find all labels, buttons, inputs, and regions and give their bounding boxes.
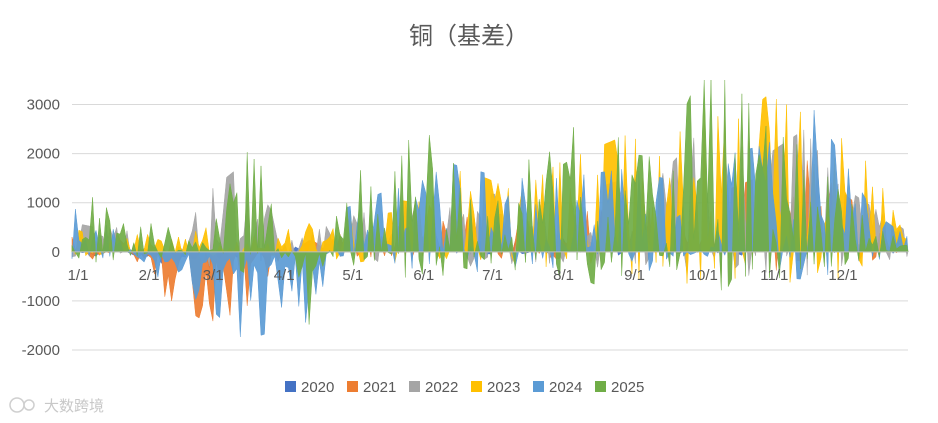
y-tick-label: 1000 (27, 195, 60, 212)
y-tick-label: 3000 (27, 97, 60, 114)
x-tick-label: 1/1 (68, 267, 89, 284)
series-area-2025 (71, 79, 909, 325)
x-tick-label: 5/1 (342, 267, 363, 284)
y-tick-label: -2000 (22, 342, 60, 359)
x-tick-label: 8/1 (553, 267, 574, 284)
watermark: 大数跨境 (9, 397, 104, 415)
legend-swatch-2025 (595, 381, 606, 392)
x-tick-label: 2/1 (139, 267, 160, 284)
series-area-2024 (71, 110, 909, 338)
legend-label-2024: 2024 (549, 379, 582, 396)
legend: 2020 2021 2022 2023 2024 2025 (285, 379, 644, 396)
legend-swatch-2020 (285, 381, 296, 392)
legend-label-2022: 2022 (425, 379, 458, 396)
y-tick-label: 0 (52, 244, 60, 261)
x-tick-label: 11/1 (760, 267, 788, 284)
x-tick-label: 10/1 (689, 267, 718, 284)
watermark-logo-icon (9, 397, 35, 413)
chart-title: 铜（基差） (409, 22, 529, 50)
x-tick-label: 4/1 (274, 267, 295, 284)
x-tick-label: 7/1 (482, 267, 503, 284)
legend-label-2021: 2021 (363, 379, 396, 396)
legend-label-2023: 2023 (487, 379, 520, 396)
x-tick-label: 3/1 (203, 267, 224, 284)
x-tick-label: 12/1 (828, 267, 857, 284)
y-tick-label: 2000 (27, 146, 60, 163)
y-tick-label: -1000 (22, 293, 60, 310)
axis-layer: -2000 -1000 0 1000 2000 3000 1/1 2/1 3/1 4/1 5/1 6/… (22, 97, 908, 359)
legend-label-2020: 2020 (301, 379, 334, 396)
legend-swatch-2022 (409, 381, 420, 392)
series-layer (71, 79, 909, 338)
legend-swatch-2023 (471, 381, 482, 392)
legend-label-2025: 2025 (611, 379, 644, 396)
legend-swatch-2024 (533, 381, 544, 392)
x-tick-label: 9/1 (624, 267, 645, 284)
watermark-text: 大数跨境 (44, 397, 104, 415)
legend-swatch-2021 (347, 381, 358, 392)
x-tick-label: 6/1 (413, 267, 434, 284)
